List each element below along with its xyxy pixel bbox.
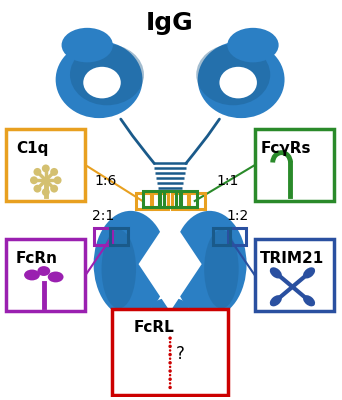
Ellipse shape bbox=[303, 267, 315, 278]
Bar bbox=[160, 191, 176, 207]
Text: FcγRs: FcγRs bbox=[261, 141, 311, 156]
Bar bbox=[152, 193, 168, 209]
Circle shape bbox=[34, 168, 41, 176]
Circle shape bbox=[42, 188, 50, 196]
Circle shape bbox=[168, 378, 172, 381]
Bar bbox=[164, 191, 180, 207]
Ellipse shape bbox=[48, 272, 64, 282]
Circle shape bbox=[168, 386, 172, 389]
Circle shape bbox=[168, 353, 172, 356]
Text: FcRL: FcRL bbox=[134, 320, 174, 335]
Circle shape bbox=[50, 185, 58, 192]
Bar bbox=[189, 193, 205, 209]
Bar bbox=[94, 228, 112, 245]
Circle shape bbox=[169, 366, 171, 368]
Bar bbox=[255, 129, 334, 201]
Ellipse shape bbox=[62, 28, 113, 62]
Circle shape bbox=[169, 341, 171, 344]
Text: 1:2: 1:2 bbox=[226, 209, 248, 223]
Circle shape bbox=[168, 361, 172, 364]
Circle shape bbox=[169, 349, 171, 352]
Ellipse shape bbox=[227, 28, 279, 62]
Polygon shape bbox=[139, 217, 202, 312]
Ellipse shape bbox=[37, 266, 50, 276]
Circle shape bbox=[30, 176, 38, 184]
Circle shape bbox=[169, 358, 171, 360]
Ellipse shape bbox=[152, 298, 189, 319]
Ellipse shape bbox=[204, 230, 239, 308]
Circle shape bbox=[169, 382, 171, 384]
Circle shape bbox=[50, 168, 58, 176]
Circle shape bbox=[168, 369, 172, 373]
Text: 2:1: 2:1 bbox=[92, 209, 114, 223]
Bar bbox=[6, 240, 85, 312]
Text: ?: ? bbox=[176, 345, 185, 363]
Circle shape bbox=[168, 345, 172, 348]
Circle shape bbox=[34, 185, 41, 192]
Bar bbox=[6, 129, 85, 201]
Ellipse shape bbox=[270, 295, 282, 306]
Bar bbox=[110, 228, 128, 245]
Bar bbox=[135, 193, 152, 209]
Circle shape bbox=[42, 164, 50, 172]
Ellipse shape bbox=[83, 67, 121, 98]
Text: C1q: C1q bbox=[16, 141, 49, 156]
Ellipse shape bbox=[198, 41, 285, 118]
Text: 1:1: 1:1 bbox=[216, 174, 238, 188]
Ellipse shape bbox=[24, 270, 40, 280]
Circle shape bbox=[169, 374, 171, 376]
Bar bbox=[212, 228, 230, 245]
Ellipse shape bbox=[70, 44, 144, 105]
Circle shape bbox=[54, 176, 62, 184]
Ellipse shape bbox=[220, 67, 257, 98]
Text: IgG: IgG bbox=[146, 10, 194, 34]
Bar bbox=[255, 240, 334, 312]
Ellipse shape bbox=[94, 211, 168, 318]
Bar bbox=[172, 193, 188, 209]
Bar bbox=[112, 308, 228, 395]
Ellipse shape bbox=[56, 41, 143, 118]
Ellipse shape bbox=[102, 230, 136, 308]
Text: 1:6: 1:6 bbox=[95, 174, 117, 188]
Bar bbox=[228, 228, 246, 245]
Circle shape bbox=[168, 336, 172, 340]
Text: FcRn: FcRn bbox=[15, 251, 57, 266]
Ellipse shape bbox=[173, 211, 247, 318]
Bar bbox=[181, 191, 197, 207]
Text: TRIM21: TRIM21 bbox=[260, 251, 324, 266]
Ellipse shape bbox=[196, 44, 270, 105]
Ellipse shape bbox=[270, 267, 282, 278]
Bar bbox=[143, 191, 159, 207]
Ellipse shape bbox=[303, 295, 315, 306]
